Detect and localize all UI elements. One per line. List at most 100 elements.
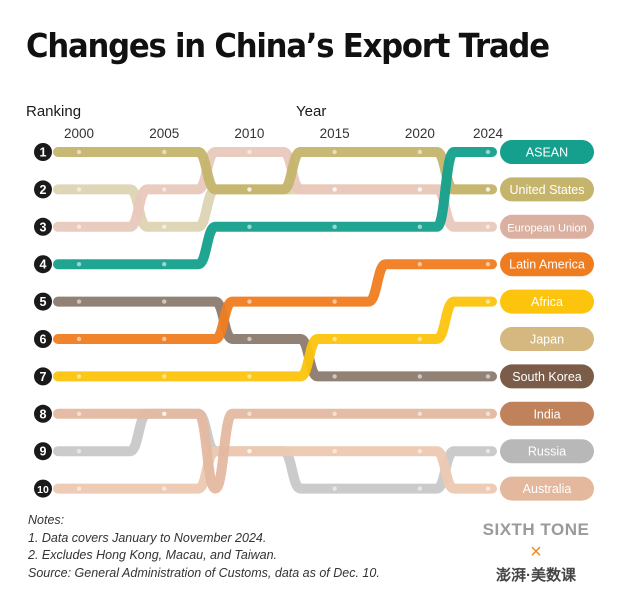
series-point	[162, 262, 167, 267]
legend-swatch	[500, 214, 594, 239]
legend-label: Africa	[531, 295, 563, 309]
legend-swatch	[500, 177, 594, 202]
rank-badge: 3	[34, 217, 52, 236]
series-point	[76, 224, 82, 229]
x-tick-label: 2024	[473, 126, 504, 141]
legend-label: Japan	[530, 333, 564, 347]
partner-logo: 澎湃·美数课	[496, 567, 576, 584]
rank-badge: 4	[34, 255, 52, 274]
series-point	[485, 224, 491, 229]
series-point	[76, 411, 82, 416]
brand-logo: SIXTH TONE × 澎湃·美数课	[466, 520, 606, 585]
rank-badge-circle	[34, 255, 52, 274]
series-line-japan	[53, 147, 497, 195]
legend-item-australia: Australia	[500, 476, 594, 501]
rank-badge-circle	[34, 143, 52, 161]
series-point	[417, 224, 423, 229]
series-point	[162, 486, 167, 491]
series-point	[247, 449, 252, 454]
series-point	[76, 262, 82, 267]
series-point	[247, 336, 252, 342]
legend-label: Russia	[528, 445, 566, 459]
legend-item-united-states: United States	[500, 177, 594, 202]
source-line: Source: General Administration of Custom…	[28, 565, 380, 580]
rank-badge-circle	[34, 367, 52, 386]
series-point	[247, 299, 252, 304]
series-point	[417, 336, 423, 342]
x-tick-label: 2010	[234, 126, 264, 141]
series-point	[162, 336, 167, 342]
legend-swatch	[500, 289, 594, 314]
legend-item-india: India	[500, 401, 594, 426]
series-point	[162, 299, 167, 304]
x-tick-label: 2005	[149, 126, 179, 141]
rank-badge-circle	[34, 292, 52, 311]
series-point	[76, 336, 82, 342]
series-point	[332, 149, 337, 155]
legend-item-africa: Africa	[500, 289, 594, 314]
rank-label: 9	[40, 445, 47, 459]
series-point	[247, 149, 252, 155]
series-point	[417, 374, 423, 379]
series-line-australia	[53, 446, 497, 494]
series-point	[417, 262, 423, 267]
rank-badge: 6	[34, 330, 52, 348]
series-point	[162, 411, 167, 416]
legend-swatch	[500, 364, 594, 389]
series-point	[485, 449, 491, 454]
legend-label: European Union	[507, 222, 587, 234]
rank-label: 2	[40, 183, 47, 197]
series-point	[247, 411, 252, 416]
x-axis-label: Year	[296, 103, 326, 120]
rank-badge: 10	[34, 479, 52, 498]
note-line: 2. Excludes Hong Kong, Macau, and Taiwan…	[28, 548, 277, 562]
rank-label: 7	[40, 370, 47, 384]
series-line-united-states	[53, 184, 497, 232]
rank-badge-circle	[34, 479, 52, 498]
series-point	[485, 262, 491, 267]
rank-badge: 7	[34, 367, 52, 386]
series-point	[485, 411, 491, 416]
note-line: 1. Data covers January to November 2024.	[28, 530, 267, 545]
series-point	[162, 149, 167, 155]
series-point	[417, 486, 423, 491]
series-point	[485, 486, 491, 491]
rank-badge-circle	[34, 217, 52, 236]
series-point	[417, 449, 423, 454]
legend-item-japan: Japan	[500, 327, 594, 351]
series-point	[76, 449, 82, 454]
series-point	[332, 299, 337, 304]
series-point	[247, 187, 252, 192]
notes-heading: Notes:	[28, 513, 65, 527]
legend-label: South Korea	[512, 370, 582, 384]
series-point	[485, 149, 491, 155]
series-line-latin-america	[53, 259, 497, 344]
series-point	[332, 187, 337, 192]
series-point	[76, 149, 82, 155]
x-tick-label: 2015	[320, 126, 350, 141]
series-point	[162, 187, 167, 192]
rank-badge: 8	[34, 404, 52, 423]
legend-label: United States	[509, 183, 584, 197]
x-tick-label: 2020	[405, 126, 435, 141]
series-point	[76, 299, 82, 304]
rank-badge: 1	[34, 143, 52, 161]
legend-swatch	[500, 327, 594, 351]
series-point	[162, 374, 167, 379]
rank-label: 5	[40, 295, 47, 309]
series-point	[417, 149, 423, 155]
rank-label: 3	[40, 220, 47, 234]
rank-label: 10	[37, 484, 49, 496]
rank-label: 8	[40, 407, 47, 421]
series-point	[332, 374, 337, 379]
brand-separator: ×	[530, 541, 542, 563]
series-point	[332, 411, 337, 416]
legend-item-latin-america: Latin America	[500, 252, 594, 277]
series-point	[247, 224, 252, 229]
series-point	[485, 299, 491, 304]
legend-swatch	[500, 439, 594, 464]
bump-chart: Ranking Year 2000 2005 2010 2015 2020 2024 1 2 3 4…	[26, 103, 594, 501]
series-point	[485, 187, 491, 192]
series-point	[76, 374, 82, 379]
legend-item-russia: Russia	[500, 439, 594, 464]
